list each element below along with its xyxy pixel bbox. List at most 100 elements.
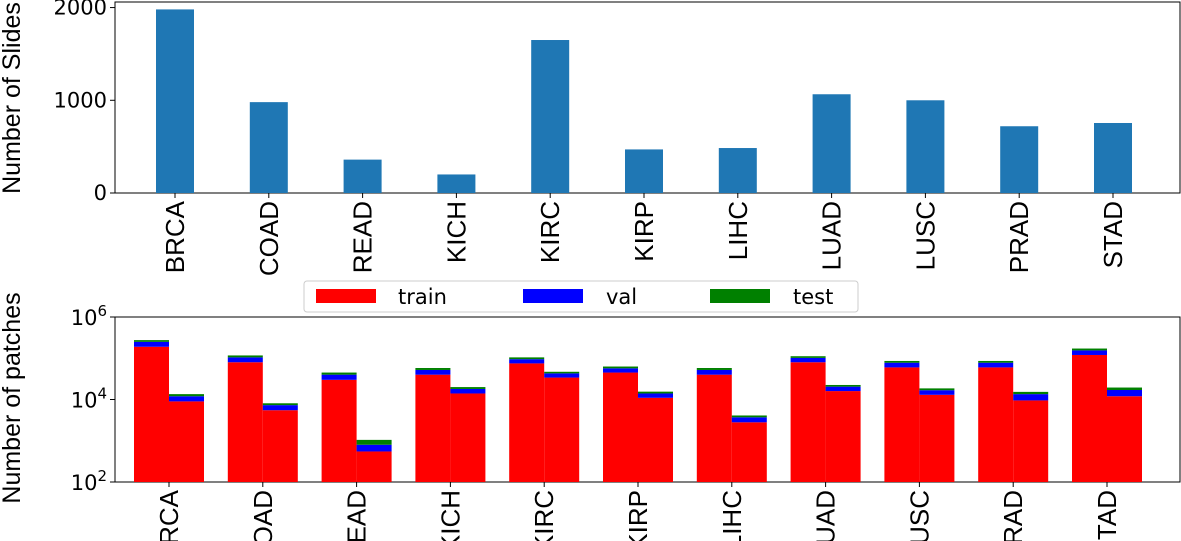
patches-x-tick-label-stad: STAD [1092,490,1122,541]
patches-y-tick-exponent-2: 6 [97,302,107,320]
patches-bar-kirp-1-train [603,372,638,482]
patches-bar-luad-2-test [825,384,861,387]
legend-label-val: val [606,285,637,309]
patches-x-tick-label-kirp: KIRP [623,490,653,541]
patches-bar-read-2-train [356,451,392,482]
patches-bar-kich-2-test [450,387,486,389]
legend-item-val: val [523,285,637,309]
slides-x-tick-label-kirc: KIRC [535,201,565,263]
slides-x-ticks: BRCA COAD READ KICH KIRC KIRP LIHC LUAD LUSC PRAD… [160,193,1128,276]
patches-y-tick-base-0: 10 [71,471,98,495]
slides-x-tick-label-kirp: KIRP [629,201,659,262]
patches-bar-kirc-1-train [509,363,545,482]
slides-x-tick-label-coad: COAD [254,201,284,276]
slides-bar-kirc [531,40,570,194]
patches-bar-stad-2-train [1107,396,1142,482]
patches-bar-kirp-2-train [638,397,673,482]
patches-x-tick-label-lusc: LUSC [904,490,934,541]
patches-bar-luad-2-train [825,391,861,482]
patches-bar-lusc-1-test [884,360,920,363]
patches-bar-lihc-1-val [696,369,732,375]
slides-bars [156,9,1132,194]
patches-bar-stad-1-train [1072,354,1107,482]
patches-bar-kirc-1-test [509,357,545,360]
patches-bar-prad-1-train [978,367,1014,482]
patches-bars [134,340,1142,482]
slides-x-tick-label-lihc: LIHC [723,201,753,260]
patches-bar-coad-1-test [227,355,263,358]
patches-x-tick-label-brca: BRCA [154,489,184,541]
slides-y-tick-label-2: 2000 [54,0,107,20]
slides-x-tick-label-stad: STAD [1098,201,1128,268]
slides-bar-prad [1000,126,1039,193]
slides-x-tick-label-lusc: LUSC [910,201,940,270]
slides-bar-kich [437,174,476,193]
patches-bar-read-1-train [321,379,357,482]
slides-y-tick-label-1: 1000 [54,88,107,112]
patches-bar-kirc-2-train [544,377,580,482]
slides-chart: 0 1000 2000 BRCA COAD READ KICH KIRC KIRP LIHC LU… [0,0,1181,276]
patches-bar-brca-2-test [169,394,204,397]
patches-bar-kich-2-train [450,393,486,482]
patches-bar-brca-1-train [134,346,169,482]
patches-bar-lihc-2-val [731,417,767,423]
patches-bar-stad-2-test [1107,387,1142,390]
patches-bar-read-1-val [321,374,357,380]
patches-bar-prad-1-val [978,362,1014,368]
patches-x-ticks: BRCA COAD READ KICH KIRC KIRP LIHC LUAD LUSC PRAD… [154,482,1122,541]
legend-swatch-test [710,289,770,303]
patches-x-tick-label-read: READ [342,490,372,541]
patches-bar-luad-1-val [790,357,826,363]
legend-item-test: test [710,285,833,309]
patches-bar-prad-2-val [1013,394,1049,401]
patches-x-tick-label-kirc: KIRC [529,490,559,541]
slides-y-tick-label-0: 0 [94,181,107,205]
patches-bar-luad-2-val [825,386,861,392]
patches-bar-kirp-1-val [603,368,638,373]
patches-bar-luad-1-train [790,362,826,482]
patches-bar-stad-1-val [1072,350,1107,355]
patches-bar-read-2-test [356,439,392,445]
patches-x-tick-label-luad: LUAD [811,490,841,541]
patches-bar-coad-2-train [262,410,298,482]
patches-bar-lusc-1-train [884,367,920,482]
patches-bar-lusc-2-train [919,394,955,482]
slides-bar-luad [812,94,851,193]
patches-bar-kich-1-val [415,369,451,375]
patches-bar-luad-1-test [790,356,826,358]
patches-bar-kirc-2-val [544,373,580,378]
patches-bar-coad-1-train [227,362,263,482]
patches-bar-brca-1-val [134,341,169,347]
patches-bar-lihc-1-train [696,374,732,482]
legend-item-train: train [316,285,447,309]
slides-x-tick-label-read: READ [348,201,378,273]
patches-bar-stad-1-test [1072,348,1107,351]
slides-bar-stad [1094,122,1132,193]
patches-bar-kirp-2-test [638,391,673,394]
legend-label-train: train [398,285,447,309]
slides-bar-read [343,159,382,193]
patches-bar-coad-2-test [262,403,298,406]
patches-bar-stad-2-val [1107,389,1142,397]
slides-x-tick-label-brca: BRCA [160,200,190,273]
patches-y-tick-exponent-1: 4 [97,385,107,403]
patches-bar-coad-2-val [262,405,298,411]
slides-x-tick-label-prad: PRAD [1004,201,1034,273]
patches-bar-kirc-2-test [544,371,580,374]
patches-bar-prad-2-train [1013,400,1049,482]
patches-y-tick-label-0: 102 [71,467,107,495]
patches-bar-brca-2-train [169,401,204,482]
slides-bar-lihc [718,148,757,193]
patches-bar-lusc-2-test [919,388,955,391]
patches-x-tick-label-coad: COAD [248,490,278,541]
patches-y-tick-exponent-0: 2 [97,467,107,485]
patches-bar-read-1-test [321,372,357,375]
patches-bar-kich-1-test [415,368,451,370]
patches-bar-prad-1-test [978,360,1014,363]
patches-x-tick-label-lihc: LIHC [717,490,747,541]
patches-bar-brca-1-test [134,340,169,342]
patches-bar-lihc-2-test [731,415,767,418]
slides-bar-lusc [906,100,945,193]
